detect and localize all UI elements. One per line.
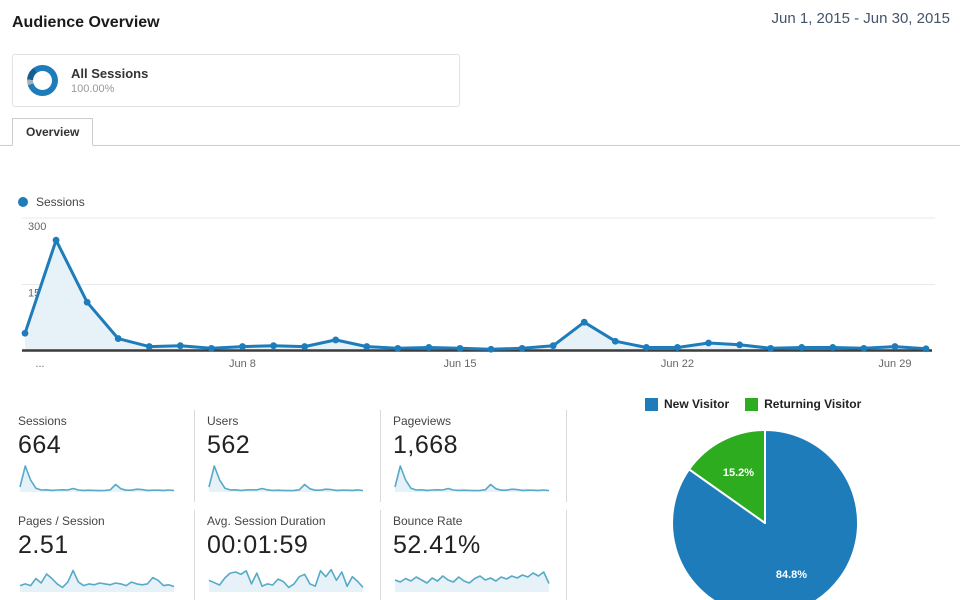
svg-text:15.2%: 15.2% [723,467,754,479]
metric-value: 562 [207,431,251,459]
metric-value: 00:01:59 [207,531,309,559]
metric-users: Users 562 [194,410,380,502]
metric-label: Users [207,414,239,428]
svg-text:Jun 15: Jun 15 [443,358,476,370]
metric-sessions: Sessions 664 [12,410,194,502]
sessions-legend-dot-icon [18,197,28,207]
metric-pageviews: Pageviews 1,668 [380,410,567,502]
tab-bar: Overview [0,118,960,146]
legend-item-new-visitor: New Visitor [645,397,729,411]
legend-item-returning-visitor: Returning Visitor [745,397,861,411]
segment-percent: 100.00% [71,83,115,95]
avg-session-duration-sparkline [208,568,364,592]
segment-name: All Sessions [71,66,149,81]
metrics-summary: Sessions 664 Users 562 Pageviews 1,668 P… [12,410,568,600]
svg-text:84.8%: 84.8% [776,569,807,581]
tab-overview[interactable]: Overview [12,118,94,146]
bounce-rate-sparkline [394,571,550,592]
users-sparkline [208,465,364,492]
svg-text:...: ... [35,358,44,370]
new-visitor-swatch-icon [645,397,658,411]
svg-text:Jun 22: Jun 22 [661,358,694,370]
sessions-sparkline [19,465,175,492]
metric-label: Pages / Session [18,514,105,528]
metric-value: 2.51 [18,531,69,559]
metric-label: Avg. Session Duration [207,514,326,528]
metric-label: Pageviews [393,414,452,428]
returning-visitor-swatch-icon [745,397,759,411]
metric-label: Bounce Rate [393,514,463,528]
metric-avg-session-duration: Avg. Session Duration 00:01:59 [194,510,380,600]
visitor-type-legend: New Visitor Returning Visitor [645,397,877,411]
metric-value: 1,668 [393,431,459,459]
pageviews-sparkline [394,465,550,492]
metric-label: Sessions [18,414,67,428]
segment-donut-icon [27,65,58,96]
metric-value: 52.41% [393,531,481,559]
pages-per-session-sparkline [19,569,175,592]
returning-visitor-label: Returning Visitor [764,397,862,411]
metric-pages-per-session: Pages / Session 2.51 [12,510,194,600]
metric-bounce-rate: Bounce Rate 52.41% [380,510,567,600]
svg-text:Jun 29: Jun 29 [878,358,911,370]
date-range-selector[interactable]: Jun 1, 2015 - Jun 30, 2015 [771,10,950,27]
svg-text:300: 300 [28,221,46,233]
visitor-type-pie-chart[interactable]: 84.8% 15.2% [668,426,862,600]
sessions-chart-legend: Sessions [18,195,85,209]
metric-value: 664 [18,431,62,459]
segment-all-sessions[interactable]: All Sessions 100.00% [12,54,460,107]
svg-text:Jun 8: Jun 8 [229,358,256,370]
sessions-legend-label: Sessions [36,195,85,209]
new-visitor-label: New Visitor [664,397,730,411]
page-title: Audience Overview [12,14,160,31]
